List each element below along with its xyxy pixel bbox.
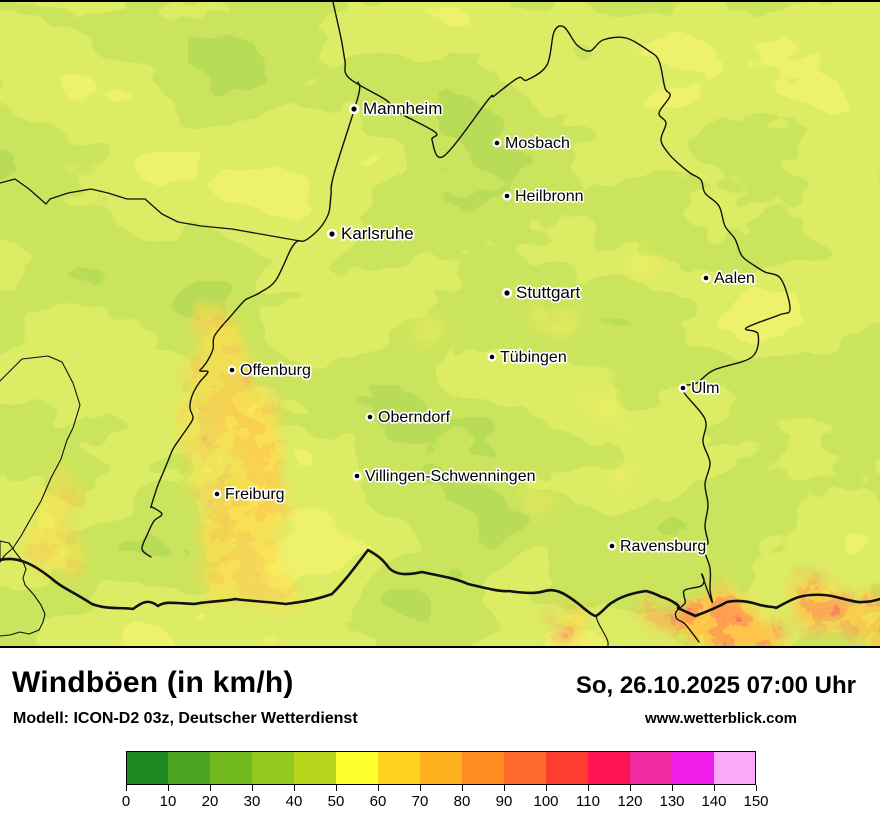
svg-text:Ravensburg: Ravensburg [620, 538, 706, 555]
svg-text:Heilbronn: Heilbronn [515, 188, 583, 205]
svg-text:Tübingen: Tübingen [500, 349, 567, 366]
svg-text:Ulm: Ulm [691, 380, 719, 397]
svg-text:Villingen-Schwenningen: Villingen-Schwenningen [365, 468, 536, 485]
svg-text:Freiburg: Freiburg [225, 486, 285, 503]
svg-text:Oberndorf: Oberndorf [378, 409, 451, 426]
svg-text:Mosbach: Mosbach [505, 135, 570, 152]
svg-text:Karlsruhe: Karlsruhe [341, 224, 414, 243]
svg-text:Stuttgart: Stuttgart [516, 283, 581, 302]
svg-text:Offenburg: Offenburg [240, 362, 311, 379]
svg-text:Mannheim: Mannheim [363, 99, 442, 118]
svg-text:Aalen: Aalen [714, 270, 755, 287]
